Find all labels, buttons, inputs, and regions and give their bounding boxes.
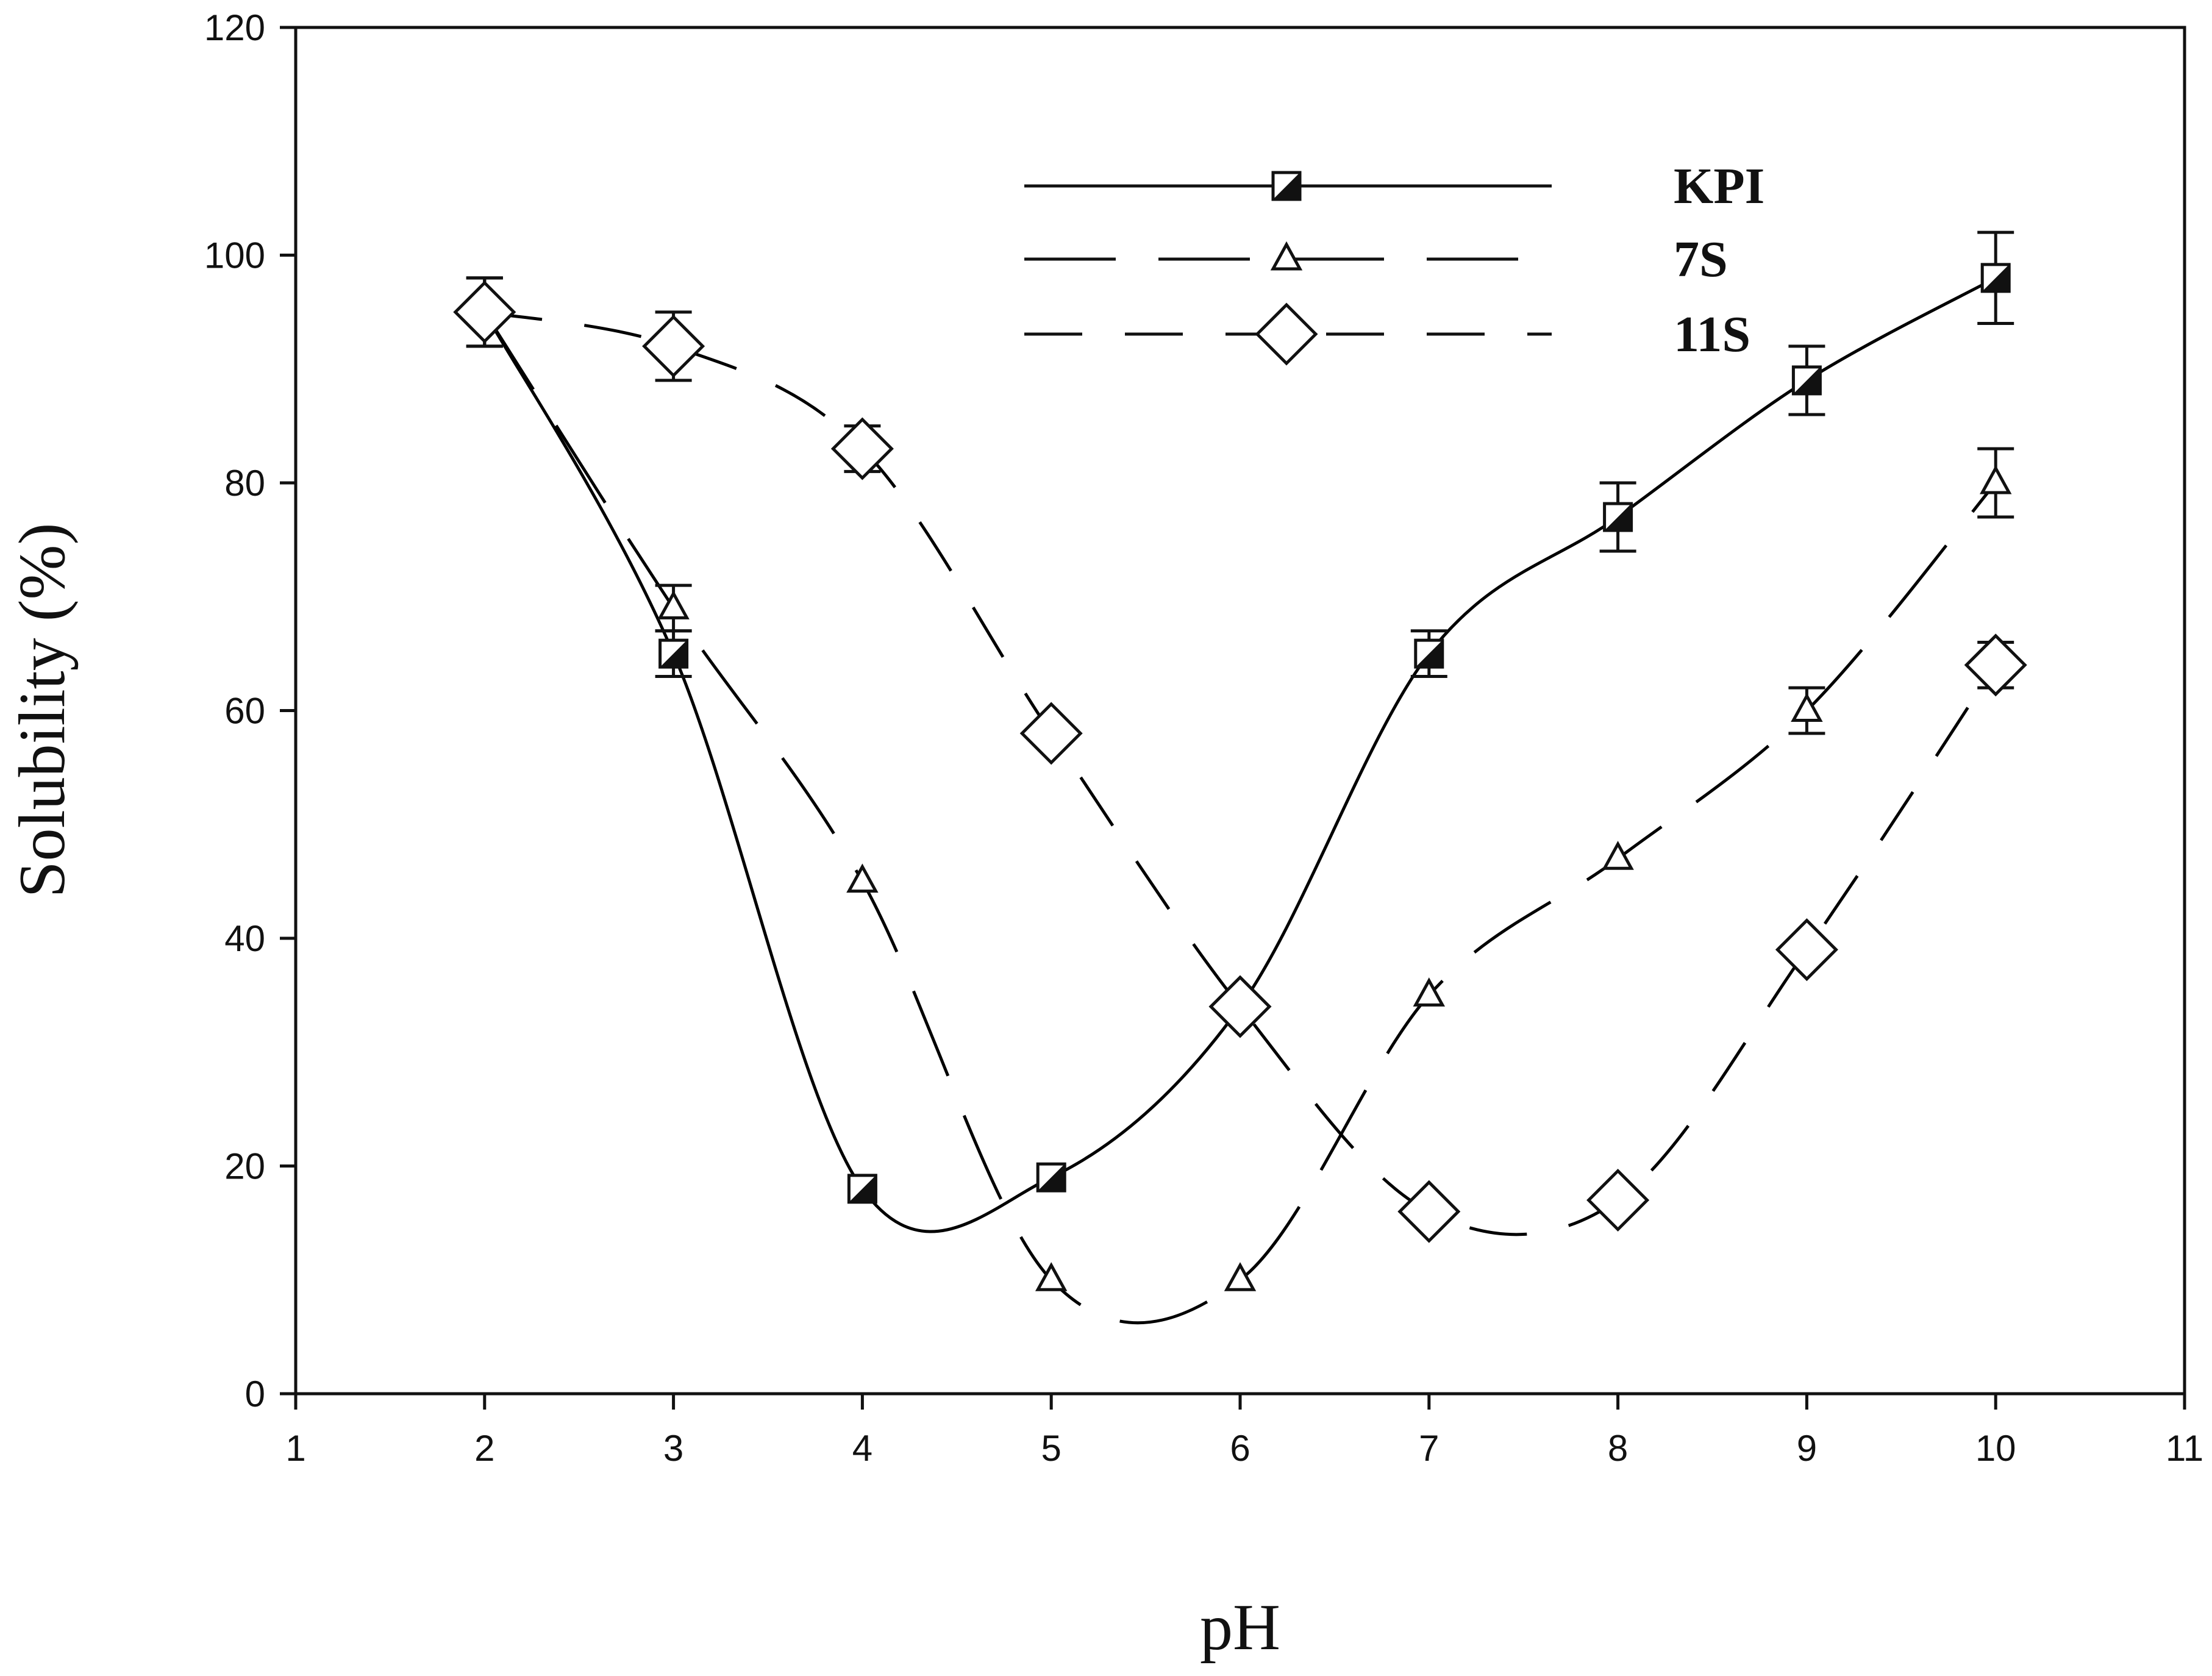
data-point: [642, 315, 705, 378]
data-point: [846, 863, 879, 893]
y-tick-label: 100: [204, 235, 265, 276]
x-tick-label: 2: [474, 1428, 494, 1469]
data-point: [1602, 841, 1634, 870]
data-point: [1791, 693, 1823, 722]
x-tick-label: 5: [1041, 1428, 1061, 1469]
data-point: [830, 417, 894, 480]
legend-label: 11S: [1674, 306, 1750, 363]
x-axis-title: pH: [1200, 1591, 1280, 1664]
data-point: [847, 1174, 877, 1204]
x-tick-label: 3: [663, 1428, 683, 1469]
plot-frame: [294, 26, 2186, 1396]
data-point: [658, 638, 689, 669]
data-point: [1980, 263, 2011, 293]
x-tick-label: 8: [1608, 1428, 1628, 1469]
x-tick-label: 9: [1797, 1428, 1817, 1469]
data-point: [1224, 1262, 1257, 1291]
y-tick-label: 20: [224, 1146, 265, 1187]
data-point: [1036, 1162, 1066, 1193]
x-tick-label: 4: [852, 1428, 872, 1469]
legend-marker: [1271, 171, 1302, 201]
data-point: [1397, 1180, 1461, 1243]
series-line: [484, 310, 1997, 1236]
legend-item-7s: 7S: [1024, 231, 1728, 288]
data-point: [1208, 975, 1272, 1038]
legend-label: 7S: [1674, 231, 1728, 288]
x-tick-label: 1: [285, 1428, 305, 1469]
y-axis-title: Solubility (%): [6, 523, 79, 898]
legend-item-11s: 11S: [1024, 302, 1750, 366]
y-tick-label: 120: [204, 7, 265, 48]
data-point: [1775, 918, 1838, 982]
y-tick-label: 60: [224, 691, 265, 732]
x-tick-label: 10: [1975, 1428, 2016, 1469]
y-tick-label: 0: [245, 1374, 265, 1414]
data-point: [1979, 465, 2012, 494]
x-axis-ticks: 1 2 3 4 5 6 7 8 9 10 11: [285, 1394, 2203, 1469]
y-axis-ticks: 0 20 40 60 80 100 120: [204, 7, 296, 1414]
series-kpi: [466, 230, 2014, 1233]
x-tick-label: 11: [2166, 1428, 2203, 1469]
y-tick-label: 80: [224, 463, 265, 504]
series-line: [483, 311, 1997, 1325]
data-point: [657, 590, 690, 619]
data-point: [1603, 502, 1633, 532]
data-point: [1035, 1262, 1068, 1291]
data-point: [1414, 638, 1444, 669]
y-tick-label: 40: [224, 918, 265, 959]
legend-marker: [1270, 241, 1303, 271]
data-point: [1964, 633, 2027, 697]
series-7s: [466, 276, 2014, 1325]
series-11s: [453, 276, 2027, 1243]
data-point: [1019, 702, 1083, 765]
series-line: [483, 276, 1997, 1233]
data-point: [1413, 977, 1446, 1007]
legend-label: KPI: [1674, 158, 1764, 215]
legend: KPI 7S 11S: [1024, 158, 1764, 366]
legend-marker: [1255, 302, 1318, 366]
x-tick-label: 6: [1230, 1428, 1250, 1469]
data-point: [1791, 365, 1822, 396]
data-point: [453, 280, 516, 344]
legend-item-kpi: KPI: [1024, 158, 1764, 215]
data-point: [1586, 1168, 1650, 1232]
x-tick-label: 7: [1419, 1428, 1439, 1469]
series-layer: [453, 230, 2027, 1325]
